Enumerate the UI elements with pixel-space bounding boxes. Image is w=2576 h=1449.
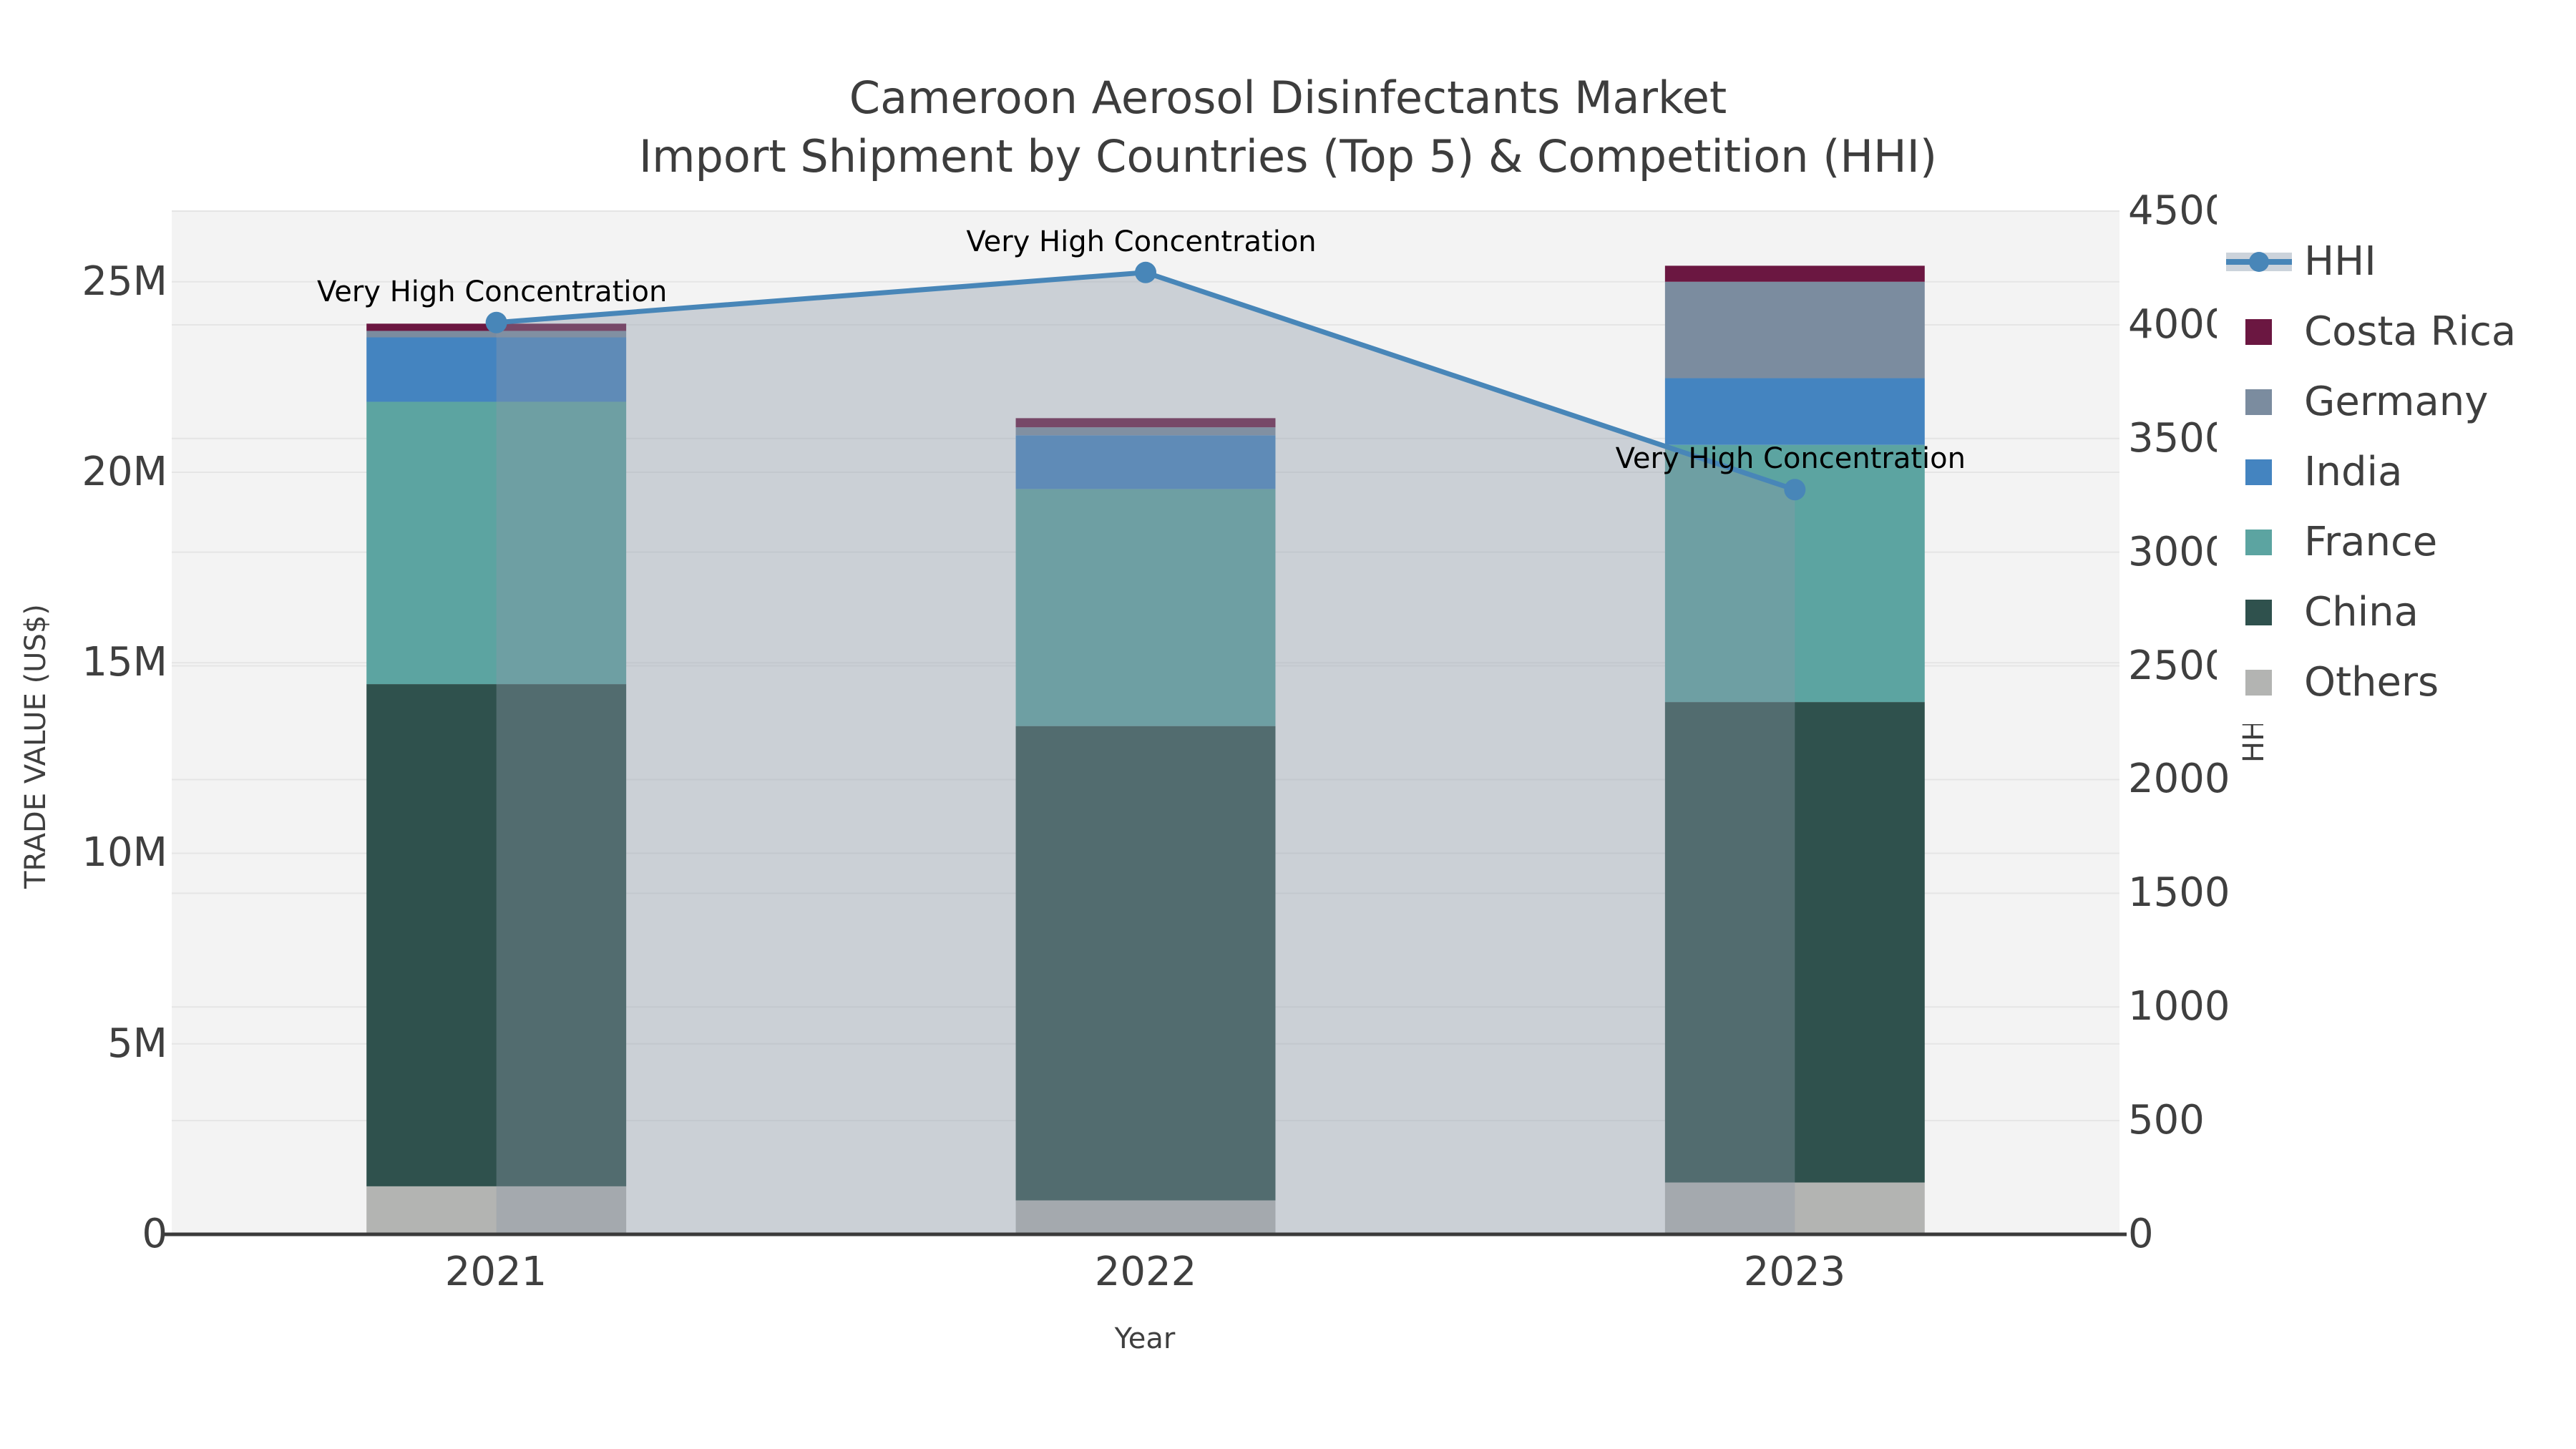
bar-segment-costa-rica-2023	[1664, 265, 1925, 282]
x-axis-title: Year	[1114, 1322, 1176, 1355]
right-axis-tick-4500: 4500	[2128, 187, 2230, 234]
right-axis-tick-500: 500	[2128, 1097, 2205, 1143]
india-swatch	[2245, 459, 2272, 485]
right-axis-tick-4000: 4000	[2128, 301, 2230, 348]
legend-label-germany: Germany	[2304, 379, 2489, 425]
legend-label-others: Others	[2304, 659, 2439, 706]
chart-title-line1: Cameroon Aerosol Disinfectants Market	[849, 72, 1727, 124]
hhi-marker-2022	[1135, 261, 1156, 283]
x-axis-tick-2021: 2021	[444, 1249, 547, 1295]
left-axis-tick-0: 0	[142, 1211, 167, 1257]
germany-swatch	[2245, 389, 2272, 415]
bar-segment-france-2022	[1015, 489, 1276, 726]
left-axis-tick-20m: 20M	[82, 449, 167, 495]
left-axis-title: TRADE VALUE (US$)	[19, 604, 52, 889]
annotation-2023: Very High Concentration	[1615, 442, 1966, 476]
bar-segment-germany-2022	[1015, 427, 1276, 436]
bar-segment-france-2021	[366, 401, 627, 685]
right-axis-tick-1000: 1000	[2128, 983, 2230, 1030]
bar-segment-china-2021	[366, 684, 627, 1186]
left-axis-tick-10m: 10M	[82, 829, 167, 876]
bar-segment-china-2023	[1664, 702, 1925, 1183]
bar-segment-costa-rica-2022	[1015, 418, 1276, 428]
bar-segment-others-2022	[1015, 1200, 1276, 1234]
right-axis-tick-2500: 2500	[2128, 643, 2230, 689]
annotation-2021: Very High Concentration	[316, 275, 668, 308]
legend-label-india: India	[2304, 449, 2403, 495]
left-axis-tick-25m: 25M	[82, 258, 167, 305]
bar-segment-others-2023	[1664, 1182, 1925, 1234]
annotation-2022: Very High Concentration	[966, 225, 1317, 258]
hhi-area-fill	[496, 272, 1795, 1234]
chart-title-line2: Import Shipment by Countries (Top 5) & C…	[638, 130, 1938, 182]
right-axis-tick-1500: 1500	[2128, 869, 2230, 916]
hhi-marker-2023	[1784, 479, 1806, 501]
bar-segment-germany-2023	[1664, 281, 1925, 379]
bar-segment-india-2023	[1664, 378, 1925, 445]
legend-label-china: China	[2304, 589, 2419, 635]
right-axis-tick-3500: 3500	[2128, 415, 2230, 462]
left-axis-tick-5m: 5M	[107, 1020, 167, 1067]
x-axis-tick-2022: 2022	[1094, 1249, 1197, 1295]
right-axis-tick-3000: 3000	[2128, 529, 2230, 575]
left-axis-tick-15m: 15M	[82, 639, 167, 686]
legend-label-france: France	[2304, 519, 2438, 565]
hhi-marker-2021	[485, 311, 507, 333]
x-axis-tick-2023: 2023	[1743, 1249, 1846, 1295]
china-swatch	[2245, 600, 2272, 625]
others-swatch	[2245, 670, 2272, 696]
right-axis-tick-0: 0	[2128, 1211, 2154, 1257]
bar-segment-india-2021	[366, 337, 627, 402]
legend-label-hhi: HHI	[2304, 238, 2376, 285]
bar-segment-germany-2021	[366, 331, 627, 338]
chart-title: Cameroon Aerosol Disinfectants Market Im…	[0, 69, 2576, 186]
hhi-marker-icon	[2249, 252, 2269, 272]
bar-segment-others-2021	[366, 1186, 627, 1234]
bar-segment-china-2022	[1015, 726, 1276, 1201]
bar-segment-india-2022	[1015, 435, 1276, 489]
legend-label-costa-rica: Costa Rica	[2304, 308, 2517, 355]
right-axis-tick-2000: 2000	[2128, 756, 2230, 802]
costa-rica-swatch	[2245, 319, 2272, 345]
france-swatch	[2245, 530, 2272, 555]
